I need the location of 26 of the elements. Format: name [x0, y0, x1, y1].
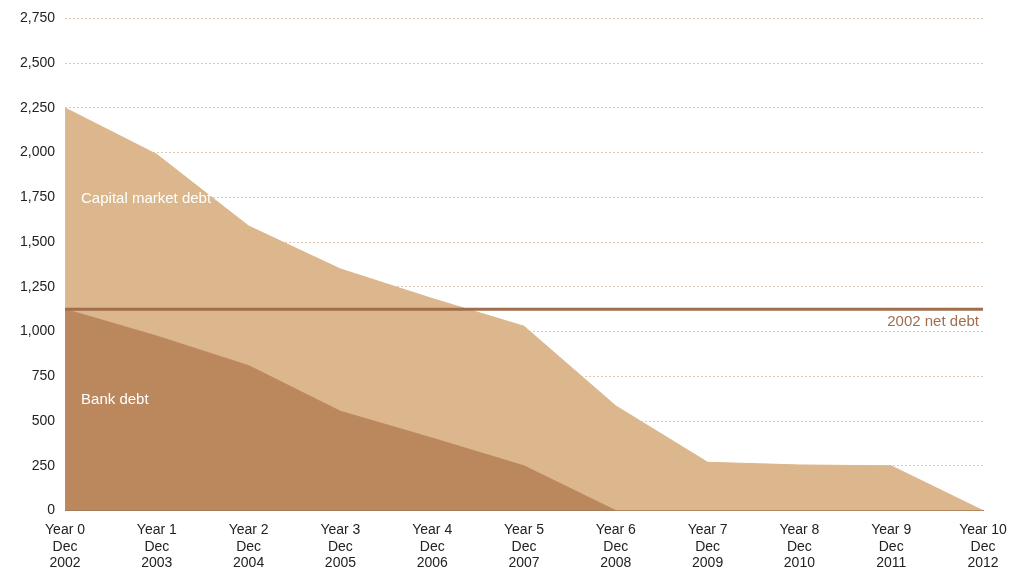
series-label: Bank debt [81, 390, 150, 407]
x-tick-label: Year 5 Dec 2007 [504, 520, 545, 571]
x-tick-label: Year 1 Dec 2003 [136, 520, 178, 571]
x-tick-label: Year 7 Dec 2009 [687, 520, 728, 571]
y-tick-label: 750 [31, 367, 56, 384]
y-tick-label: 2,750 [19, 9, 56, 26]
ref-line-label: 2002 net debt [887, 311, 980, 329]
y-tick-label: 2,250 [19, 98, 56, 115]
x-tick-label: Year 3 Dec 2005 [320, 520, 361, 571]
y-tick-label: 1,250 [19, 277, 56, 294]
series-label: Capital market debt [81, 188, 212, 206]
y-tick-label: 250 [31, 456, 56, 473]
y-tick-label: 2,000 [19, 143, 56, 160]
x-tick-label: Year 10 Dec 2012 [959, 520, 1008, 571]
x-tick-label: Year 6 Dec 2008 [595, 520, 637, 571]
y-tick-label: 1,750 [19, 188, 56, 205]
x-tick-label: Year 9 Dec 2011 [871, 520, 912, 571]
y-tick-label: 1,000 [19, 322, 56, 339]
x-tick-label: Year 0 Dec 2002 [45, 520, 86, 571]
y-tick-label: 1,500 [19, 232, 56, 249]
x-tick-label: Year 8 Dec 2010 [779, 520, 820, 571]
y-tick-label: 0 [47, 501, 56, 518]
x-tick-label: Year 4 Dec 2006 [412, 520, 453, 571]
x-tick-label: Year 2 Dec 2004 [228, 520, 269, 571]
y-tick-label: 500 [31, 411, 56, 428]
y-tick-label: 2,500 [19, 54, 56, 70]
